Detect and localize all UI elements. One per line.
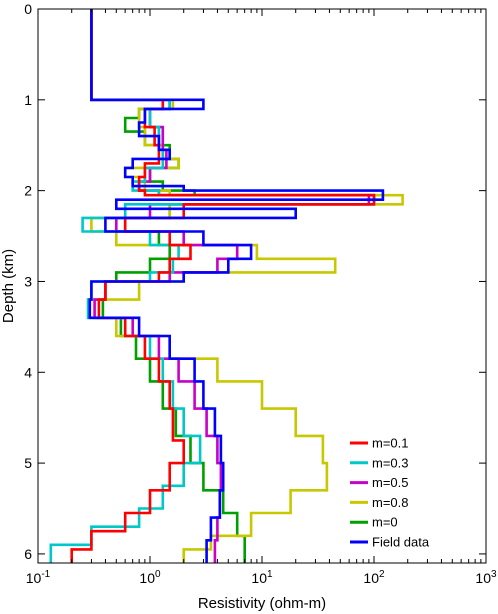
x-axis-label: Resistivity (ohm-m) [198, 595, 326, 612]
x-tick-exp: 0 [155, 569, 161, 580]
x-tick-exp: 3 [491, 569, 497, 580]
y-tick-label: 4 [24, 364, 32, 380]
x-tick-exp: -1 [41, 569, 50, 580]
y-tick-label: 0 [24, 1, 32, 17]
x-tick-exp: 2 [379, 569, 385, 580]
legend-label: m=0 [372, 515, 398, 530]
x-tick-base: 10 [363, 570, 379, 586]
x-tick-labels: 10-1 100 101 102 103 [26, 569, 497, 586]
x-tick-label: 102 [363, 569, 385, 586]
y-tick-label: 3 [24, 273, 32, 289]
series-line-field-data [88, 9, 385, 563]
series-line-m-0-5 [90, 9, 371, 563]
y-tick-label: 6 [24, 546, 32, 562]
ticks-layer [37, 8, 487, 563]
y-tick-label: 1 [24, 92, 32, 108]
series-line-m-0-1 [70, 9, 376, 563]
x-tick-label: 10-1 [26, 569, 51, 586]
x-tick-base: 10 [475, 570, 491, 586]
y-tick-label: 2 [24, 183, 32, 199]
y-axis-label: Depth (km) [0, 249, 17, 323]
legend-label: m=0.3 [372, 455, 409, 470]
x-tick-label: 103 [475, 569, 497, 586]
x-tick-base: 10 [26, 570, 42, 586]
series-layer [49, 9, 404, 563]
legend-label: Field data [372, 535, 430, 550]
y-tick-label: 5 [24, 455, 32, 471]
legend: m=0.1 m=0.3 m=0.5 m=0.8 m=0 Field data [346, 432, 476, 554]
x-tick-label: 101 [251, 569, 273, 586]
x-tick-base: 10 [251, 570, 267, 586]
x-tick-label: 100 [139, 569, 161, 586]
legend-box [346, 432, 476, 554]
x-tick-base: 10 [139, 570, 155, 586]
x-tick-exp: 1 [267, 569, 273, 580]
legend-label: m=0.8 [372, 495, 409, 510]
legend-label: m=0.5 [372, 475, 409, 490]
legend-label: m=0.1 [372, 436, 409, 451]
y-tick-labels: 0 1 2 3 4 5 6 [24, 1, 32, 562]
